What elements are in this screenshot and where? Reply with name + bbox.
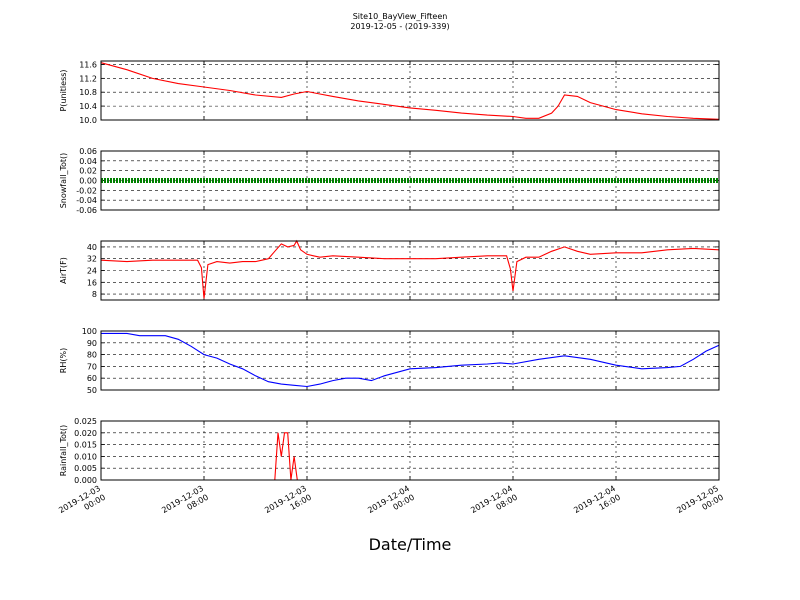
- y-tick-label: 0.005: [74, 464, 97, 473]
- y-tick-label: 0.06: [79, 147, 97, 156]
- y-axis-label: Rainfall_Tot(): [59, 425, 68, 477]
- chart-title: Site10_BayView_Fifteen: [353, 12, 448, 21]
- panel-frame: [100, 60, 720, 121]
- series-line: [101, 332, 720, 388]
- y-tick-label: 0.020: [74, 429, 97, 438]
- chart-subtitle: 2019-12-05 - (2019-339): [350, 22, 449, 31]
- y-tick-label: 80: [87, 351, 97, 360]
- y-tick-label: 16: [87, 278, 97, 287]
- y-tick-label: 8: [92, 290, 97, 299]
- y-tick-label: 0.02: [79, 167, 97, 176]
- y-tick-label: -0.02: [76, 186, 97, 195]
- y-tick-label: 10.8: [79, 88, 97, 97]
- x-tick-labels: 2019-12-0300:00 2019-12-0308:00 2019-12-03…: [57, 484, 725, 524]
- y-axis-label: P(unitless): [59, 69, 68, 111]
- y-tick-label: 11.6: [79, 60, 97, 69]
- panels: 10.010.410.811.211.6P(unitless)-0.06-0.0…: [59, 60, 720, 485]
- panel-2: -0.06-0.04-0.020.000.020.040.06 Snowfall_…: [59, 147, 720, 215]
- series-line: [100, 239, 720, 299]
- panel-frame: [100, 240, 720, 301]
- y-tick-label: 100: [82, 327, 97, 336]
- y-tick-label: 0.015: [74, 441, 97, 450]
- y-tick-label: -0.04: [76, 196, 97, 205]
- y-axis-label: AirT(F): [59, 257, 68, 284]
- y-tick-label: 11.2: [79, 74, 97, 83]
- y-tick-label: 0.000: [74, 476, 97, 485]
- x-tick-label: 2019-12-0500:00: [675, 484, 725, 524]
- panel-frame: [100, 420, 720, 481]
- y-tick-label: 90: [87, 339, 97, 348]
- x-tick-label: 2019-12-0408:00: [469, 484, 519, 524]
- x-tick-label: 2019-12-0400:00: [366, 484, 416, 524]
- y-tick-label: 70: [87, 362, 97, 371]
- y-tick-label: 10.0: [79, 116, 97, 125]
- y-tick-label: -0.06: [76, 206, 97, 215]
- y-axis-label: RH(%): [59, 348, 68, 373]
- y-axis-label: Snowfall_Tot(): [59, 153, 68, 209]
- x-tick-label: 2019-12-0308:00: [160, 484, 210, 524]
- x-tick-label: 2019-12-0316:00: [263, 484, 313, 524]
- x-axis-label: Date/Time: [369, 535, 452, 554]
- y-tick-label: 0.025: [74, 417, 97, 426]
- y-tick-label: 60: [87, 374, 97, 383]
- panel-4: 50 60 70 80 90 100 RH(%): [59, 327, 720, 395]
- x-tick-label: 2019-12-0416:00: [572, 484, 622, 524]
- y-tick-label: 0.04: [79, 157, 97, 166]
- panel-frame: [100, 330, 720, 391]
- panel-1: 10.0 10.4 10.8 11.2 11.6 P(unitless): [59, 60, 720, 125]
- y-tick-label: 50: [87, 386, 97, 395]
- y-tick-label: 0.00: [79, 177, 97, 186]
- series-line: [100, 62, 720, 120]
- y-tick-label: 40: [87, 243, 97, 252]
- panel-3: 8 16 24 32 40 AirT(F): [59, 239, 720, 301]
- panel-5: 0.000 0.005 0.010 0.015 0.020 0.025 Rainfall_T…: [59, 417, 720, 485]
- y-tick-label: 0.010: [74, 452, 97, 461]
- y-tick-label: 10.4: [79, 102, 97, 111]
- y-tick-label: 32: [87, 255, 97, 264]
- y-tick-label: 24: [87, 267, 97, 276]
- panel-frame: [100, 150, 720, 211]
- x-tick-label: 2019-12-0300:00: [57, 484, 107, 524]
